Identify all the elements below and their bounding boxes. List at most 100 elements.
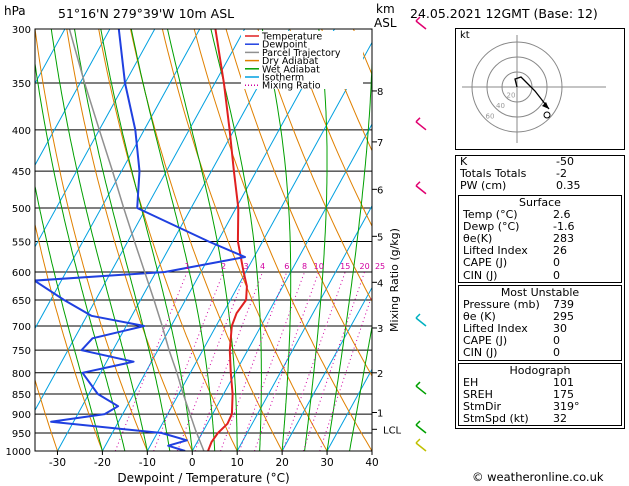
hodograph: 20 40 60 kt <box>455 28 625 150</box>
indices-row: K -50 <box>456 155 624 168</box>
most_unstable-label: Pressure (mb) <box>463 297 540 311</box>
mixing-ratio-label: 4 <box>260 262 265 271</box>
dry-adiabat <box>98 29 238 451</box>
pressure-tick-label: 350 <box>12 79 31 90</box>
wind-barb <box>415 385 427 395</box>
indices-row: PW (cm) 0.35 <box>456 180 624 192</box>
wet-adiabat <box>50 29 148 451</box>
legend-item: Wet Adiabat <box>262 64 320 75</box>
wet-adiabat <box>167 29 238 451</box>
surface-row: Temp (°C) 2.6 <box>459 207 621 221</box>
series-dewpoint <box>35 29 246 451</box>
pressure-tick-label: 700 <box>12 322 31 333</box>
x-tick-label: 40 <box>365 457 378 469</box>
hodograph-ring-label: 20 <box>507 92 516 100</box>
wind-barb <box>415 442 427 452</box>
pressure-tick-label: 750 <box>12 346 31 357</box>
surface-value: 283 <box>553 231 574 245</box>
legend-item: Parcel Trajectory <box>262 48 341 59</box>
most_unstable-label: CIN (J) <box>463 346 498 360</box>
wind-barb <box>415 185 427 195</box>
mixing-ratio-label: 3 <box>244 262 249 271</box>
isotherm <box>101 29 335 451</box>
hodo_table-row: StmSpd (kt) 32 <box>459 412 621 426</box>
indices-value: -2 <box>556 167 567 181</box>
datetime-title: 24.05.2021 12GMT (Base: 12) <box>410 6 598 21</box>
x-tick-label: -20 <box>94 457 111 469</box>
wind-barb <box>415 317 427 327</box>
isotherm <box>35 29 66 85</box>
location-title: 51°16'N 279°39'W 10m ASL <box>58 6 235 21</box>
wet-adiabat <box>100 29 193 451</box>
pressure-tick-label: 450 <box>12 167 31 178</box>
wet-adiabat <box>304 29 328 451</box>
indices-row: Totals Totals -2 <box>456 167 624 181</box>
hodo_table-value: 175 <box>553 387 574 401</box>
most_unstable-row: θe (K) 295 <box>459 309 621 323</box>
mixing-ratio-label: 10 <box>314 262 324 271</box>
hodograph-ring-label: 40 <box>496 102 505 110</box>
wind-barb <box>415 121 427 131</box>
dry-adiabat <box>289 29 372 228</box>
mixing-ratio-line <box>177 271 247 451</box>
most_unstable-label: θe (K) <box>463 309 496 323</box>
wet-adiabat <box>349 324 372 451</box>
surface-row: Lifted Index 26 <box>459 244 621 258</box>
lcl-label: LCL <box>383 425 402 436</box>
most_unstable-value: 739 <box>553 297 574 311</box>
surface-label: Temp (°C) <box>463 207 518 221</box>
hodo_table-row: StmDir 319° <box>459 400 621 413</box>
asl-unit: ASL <box>374 16 397 30</box>
mixing-ratio-label: 6 <box>284 262 289 271</box>
hodo_table-label: StmDir <box>463 400 502 413</box>
surface-label: Dewp (°C) <box>463 219 520 233</box>
legend-item: Isotherm <box>262 73 304 84</box>
wet-adiabat <box>35 183 103 451</box>
dry-adiabat <box>161 29 328 451</box>
surface-value: -1.6 <box>553 219 575 233</box>
wet-adiabat <box>210 29 262 451</box>
surface-row: Dewp (°C) -1.6 <box>459 219 621 233</box>
dry-adiabat <box>225 29 372 378</box>
mixing-ratio-axis-label: Mixing Ratio (g/kg) <box>388 228 401 332</box>
isotherm <box>35 29 246 412</box>
series-parcel-trajectory <box>68 29 205 451</box>
most_unstable-value: 0 <box>553 334 560 348</box>
mixing-ratio-label: 15 <box>340 262 350 271</box>
hodo_table-value: 101 <box>553 375 574 389</box>
wind-barb-flag <box>415 117 421 123</box>
km-tick-label: 7 <box>377 138 383 149</box>
km-tick-label: 2 <box>377 369 383 380</box>
pressure-tick-label: 300 <box>12 25 31 36</box>
wind-barb-flag <box>415 438 421 444</box>
most_unstable-row: Lifted Index 30 <box>459 322 621 335</box>
hodograph-unit: kt <box>460 30 470 41</box>
wet-adiabat <box>130 29 216 451</box>
legend-item: Dry Adiabat <box>262 56 319 67</box>
hodograph-title: Hodograph <box>509 363 571 377</box>
wind-barb-flag <box>415 181 421 187</box>
isotherm <box>236 204 372 451</box>
surface-label: CAPE (J) <box>463 256 508 270</box>
pressure-tick-label: 500 <box>12 204 31 215</box>
wind-barb-flag <box>415 420 421 426</box>
x-tick-label: 30 <box>320 457 333 469</box>
pressure-tick-label: 400 <box>12 126 31 137</box>
surface-label: θe(K) <box>463 231 493 245</box>
hodograph-arrowhead <box>542 102 549 109</box>
dry-adiabat <box>321 29 372 152</box>
mixing-ratio-label: 20 <box>360 262 370 271</box>
wind-barb-flag <box>415 381 421 387</box>
mixing-ratio-label: 8 <box>302 262 307 271</box>
mixing-ratio-line <box>302 271 366 451</box>
storm-motion-marker <box>543 111 551 119</box>
hodo_table-label: StmSpd (kt) <box>463 412 529 426</box>
isotherm <box>326 368 372 451</box>
isotherm <box>35 29 111 167</box>
surface-row: θe(K) 283 <box>459 231 621 245</box>
wind-barb-flag <box>415 16 421 22</box>
surface-row: CIN (J) 0 <box>459 269 621 282</box>
isotherm <box>146 41 372 451</box>
mixing-ratio-line <box>114 271 188 451</box>
surface-label: Lifted Index <box>463 244 528 258</box>
